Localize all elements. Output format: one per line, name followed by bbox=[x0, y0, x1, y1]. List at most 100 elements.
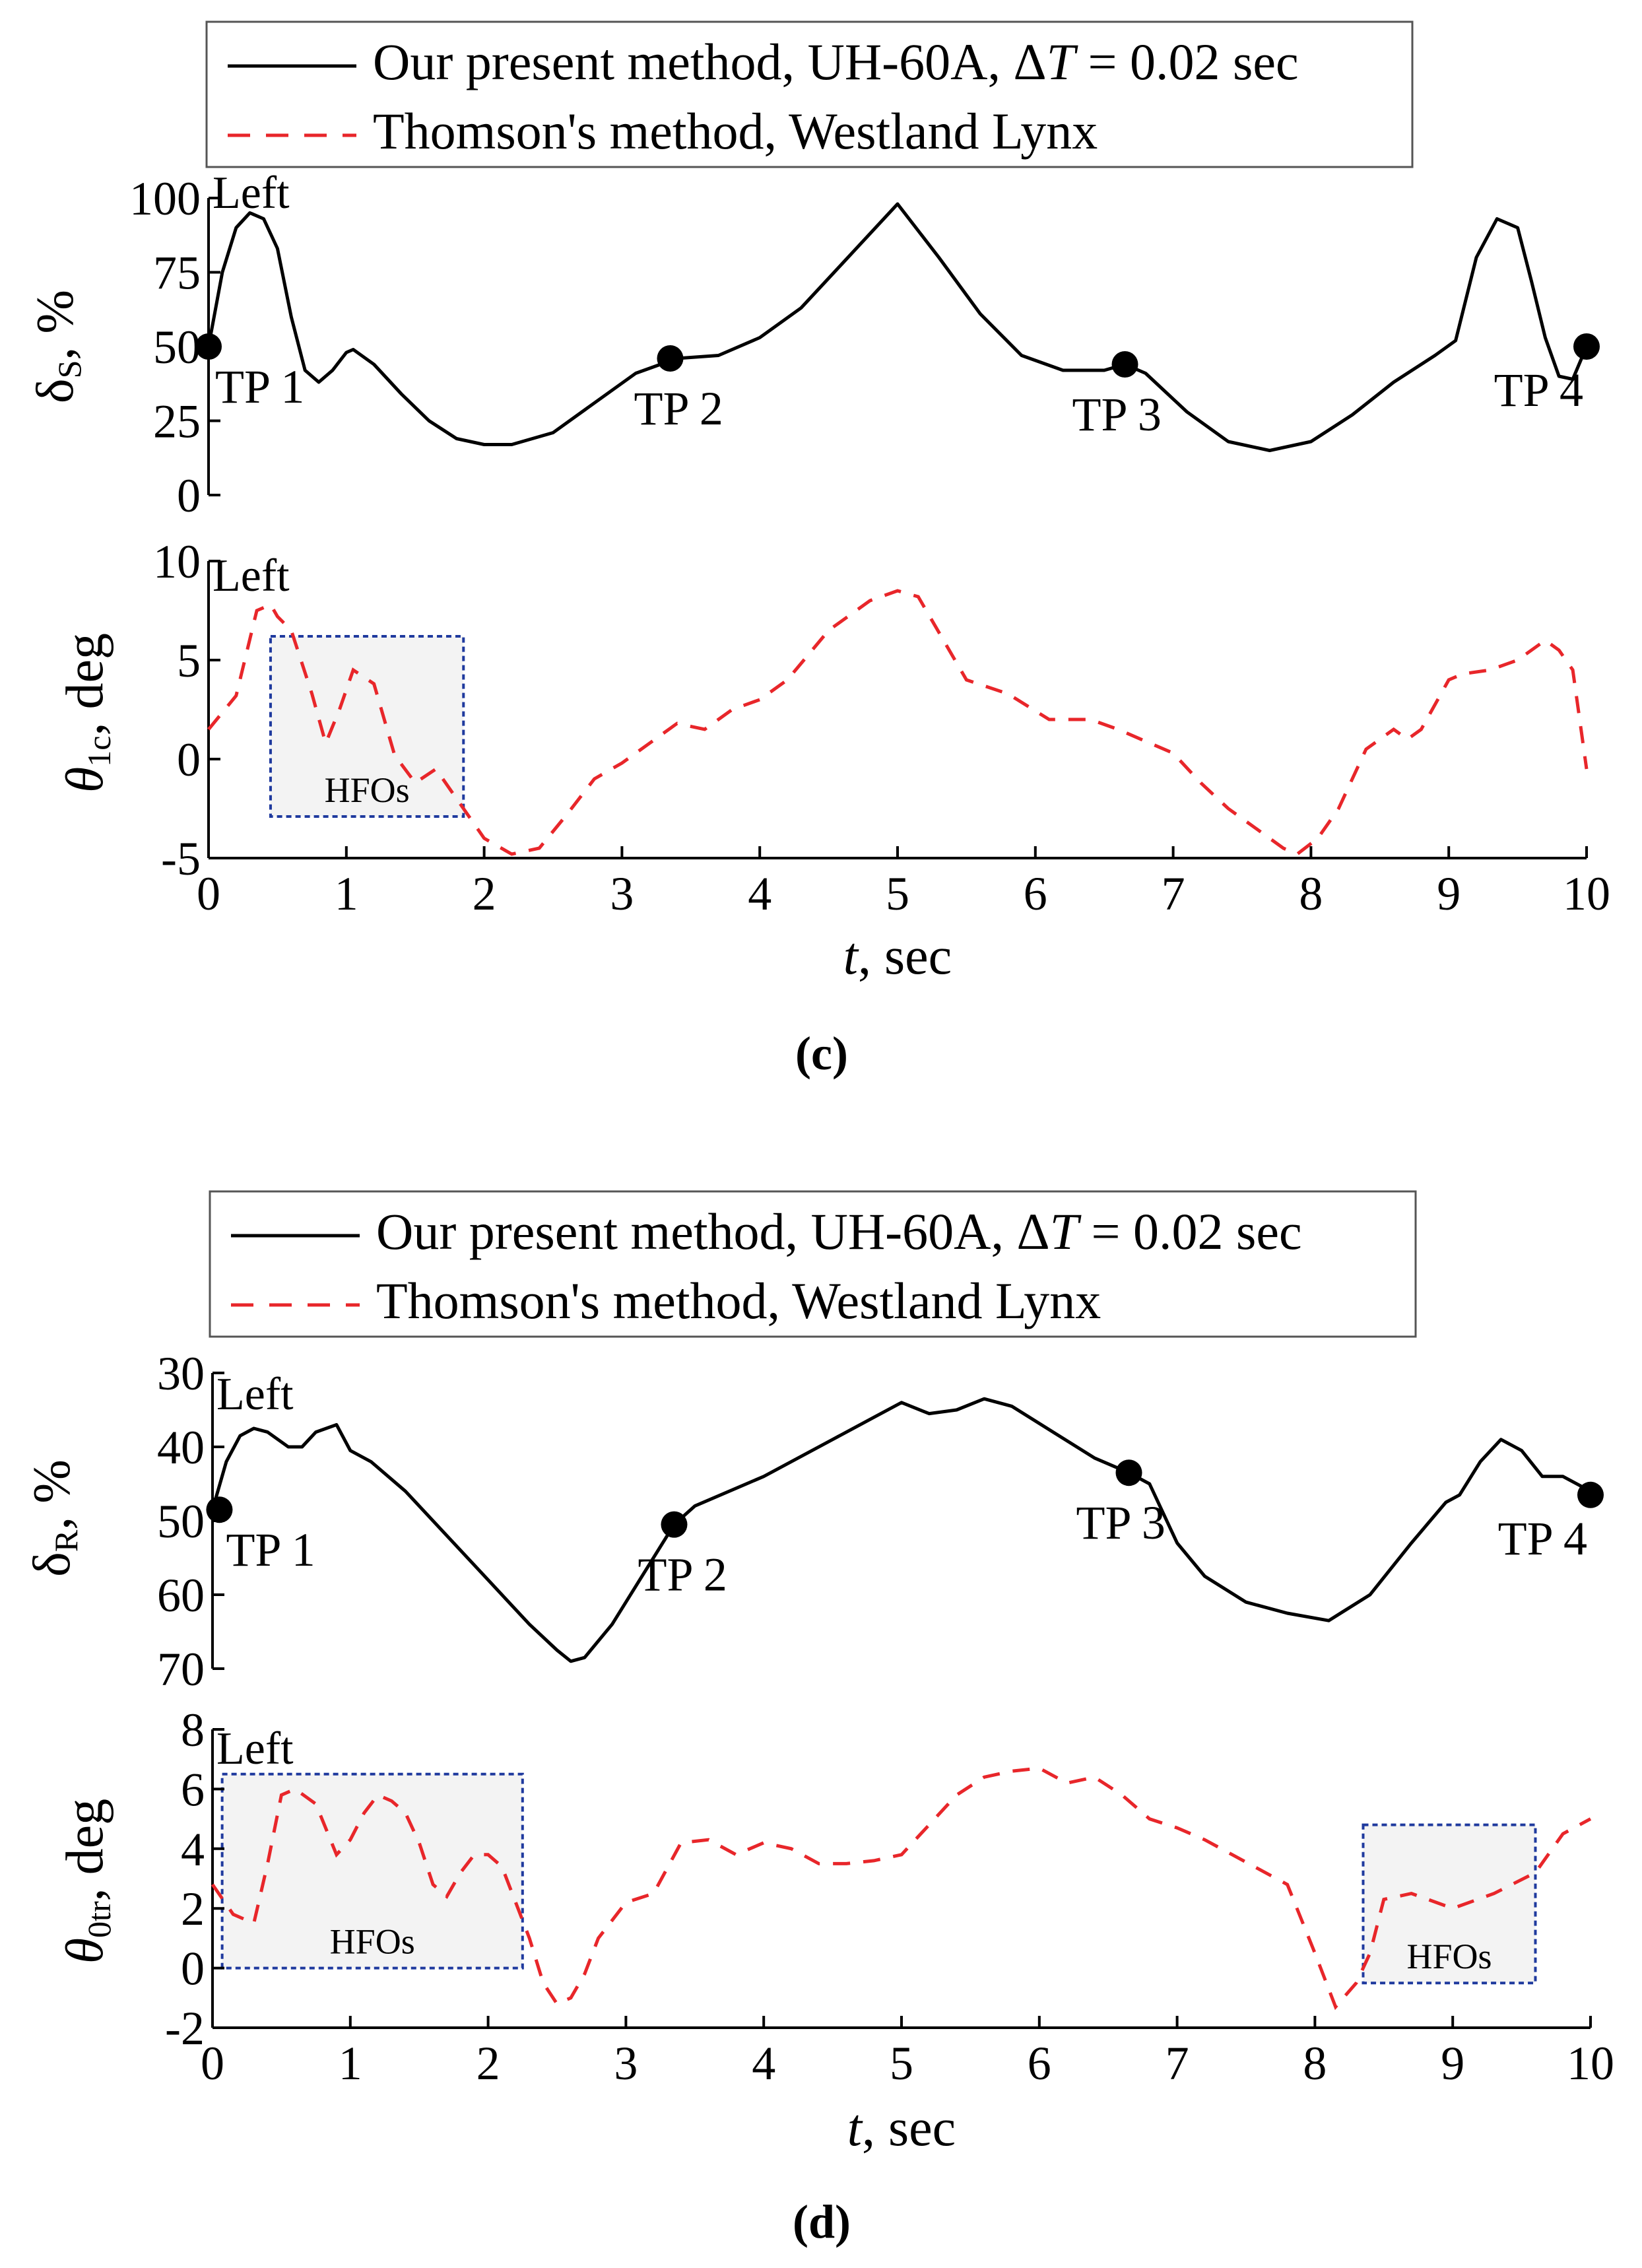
y-tick-label: 25 bbox=[153, 395, 201, 448]
x-axis-label: t, sec bbox=[843, 927, 952, 985]
legend-c: Our present method, UH-60A, ΔT = 0.02 se… bbox=[205, 20, 1414, 168]
legend-entry-thomson: Thomson's method, Westland Lynx bbox=[376, 1272, 1101, 1329]
turning-points: TP 1 TP 2 TP 3 TP 4 bbox=[195, 333, 1600, 441]
x-tick-label: 8 bbox=[1299, 867, 1323, 920]
y-tick-label: -2 bbox=[165, 2002, 205, 2055]
x-tick-label: 8 bbox=[1303, 2037, 1327, 2090]
hfo-box bbox=[1362, 1823, 1537, 1985]
x-tick-label: 5 bbox=[886, 867, 909, 920]
turning-point-marker bbox=[661, 1511, 688, 1538]
x-tick-label: 2 bbox=[473, 867, 496, 920]
turning-point-marker bbox=[1577, 1481, 1604, 1508]
turning-point-label: TP 4 bbox=[1494, 364, 1583, 417]
y-axis-label: δS, % bbox=[26, 290, 88, 403]
x-tick-label: 10 bbox=[1567, 2037, 1614, 2090]
y-ticks: 10 5 0 -5 bbox=[153, 535, 220, 885]
x-tick-label: 2 bbox=[476, 2037, 500, 2090]
turning-point-marker bbox=[1111, 351, 1138, 378]
y-tick-label: 30 bbox=[157, 1347, 205, 1400]
turning-point-label: TP 4 bbox=[1498, 1512, 1587, 1565]
axes-c-top: 100 75 50 25 0 δS, % Left TP 1 TP 2 TP 3 TP 4 bbox=[26, 168, 1600, 522]
y-tick-label: 50 bbox=[157, 1495, 205, 1548]
y-tick-label: 100 bbox=[129, 172, 201, 225]
x-axis-label: t, sec bbox=[847, 2099, 956, 2157]
turning-point-label: TP 3 bbox=[1072, 388, 1162, 441]
x-tick-label: 6 bbox=[1024, 867, 1047, 920]
hfo-label: HFOs bbox=[330, 1922, 415, 1962]
x-tick-label: 6 bbox=[1028, 2037, 1051, 2090]
axes-d-top: 30 40 50 60 70 δR, % Left TP 1 TP 2 TP 3 TP 4 bbox=[23, 1347, 1604, 1696]
turning-point-marker bbox=[195, 333, 222, 360]
annotation-left: Left bbox=[216, 1723, 294, 1774]
x-tick-label: 9 bbox=[1437, 867, 1461, 920]
turning-point-marker bbox=[1573, 333, 1600, 360]
x-tick-label: 3 bbox=[610, 867, 634, 920]
panel-c: Our present method, UH-60A, ΔT = 0.02 se… bbox=[26, 20, 1610, 1080]
legend-d: Our present method, UH-60A, ΔT = 0.02 se… bbox=[209, 1190, 1417, 1338]
y-tick-label: 6 bbox=[181, 1763, 205, 1816]
x-tick-label: 4 bbox=[748, 867, 772, 920]
turning-point-label: TP 1 bbox=[226, 1523, 315, 1576]
y-tick-label: 10 bbox=[153, 535, 201, 588]
y-tick-label: 2 bbox=[181, 1883, 205, 1935]
x-tick-label: 4 bbox=[752, 2037, 775, 2090]
turning-point-marker bbox=[206, 1496, 233, 1523]
x-tick-label: 9 bbox=[1441, 2037, 1464, 2090]
legend-entry-thomson: Thomson's method, Westland Lynx bbox=[373, 102, 1098, 160]
x-tick-label: 1 bbox=[339, 2037, 362, 2090]
y-ticks: 30 40 50 60 70 bbox=[157, 1347, 224, 1696]
x-tick-label: 0 bbox=[197, 867, 220, 920]
y-axis-label: θ1c, deg bbox=[56, 633, 117, 793]
series-present-line bbox=[207, 202, 1589, 452]
y-tick-label: 50 bbox=[153, 321, 201, 374]
x-tick-label: 1 bbox=[335, 867, 358, 920]
turning-point-label: TP 2 bbox=[634, 382, 723, 435]
annotation-left: Left bbox=[213, 168, 290, 218]
series-present-line bbox=[211, 1397, 1592, 1663]
legend-box bbox=[205, 20, 1414, 168]
turning-point-label: TP 2 bbox=[638, 1549, 727, 1601]
turning-points: TP 1 TP 2 TP 3 TP 4 bbox=[206, 1459, 1604, 1601]
y-tick-label: 5 bbox=[177, 634, 201, 687]
x-tick-label: 10 bbox=[1563, 867, 1610, 920]
hfo-label: HFOs bbox=[325, 770, 410, 810]
y-tick-label: 8 bbox=[181, 1704, 205, 1756]
x-tick-label: 5 bbox=[890, 2037, 913, 2090]
hfo-box bbox=[220, 1772, 524, 1970]
turning-point-label: TP 1 bbox=[215, 360, 304, 413]
x-ticks: 0 1 2 3 4 5 6 7 8 9 10 bbox=[197, 846, 1610, 920]
panel-d: Our present method, UH-60A, ΔT = 0.02 se… bbox=[23, 1190, 1614, 2248]
y-tick-label: 0 bbox=[177, 733, 201, 786]
series-thomson-line bbox=[207, 589, 1589, 856]
y-tick-label: 0 bbox=[181, 1943, 205, 1995]
annotation-left: Left bbox=[213, 550, 290, 601]
y-axis-label: θ0tr, deg bbox=[56, 1799, 117, 1964]
x-tick-label: 7 bbox=[1166, 2037, 1189, 2090]
turning-point-marker bbox=[1115, 1459, 1142, 1486]
hfo-label: HFOs bbox=[1406, 1937, 1492, 1976]
y-tick-label: 75 bbox=[153, 247, 201, 300]
y-tick-label: 4 bbox=[181, 1823, 205, 1876]
caption-c: (c) bbox=[795, 1027, 848, 1080]
y-ticks: 100 75 50 25 0 bbox=[129, 172, 220, 522]
caption-d: (d) bbox=[793, 2195, 851, 2248]
y-tick-label: 60 bbox=[157, 1569, 205, 1622]
x-ticks: 0 1 2 3 4 5 6 7 8 9 10 bbox=[201, 2016, 1614, 2090]
annotation-left: Left bbox=[216, 1369, 294, 1420]
legend-entry-present: Our present method, UH-60A, ΔT = 0.02 se… bbox=[373, 33, 1299, 90]
turning-point-label: TP 3 bbox=[1076, 1496, 1166, 1549]
legend-entry-present: Our present method, UH-60A, ΔT = 0.02 se… bbox=[376, 1203, 1302, 1260]
x-tick-label: 0 bbox=[201, 2037, 224, 2090]
x-tick-label: 3 bbox=[614, 2037, 638, 2090]
legend-box bbox=[209, 1190, 1417, 1338]
y-tick-label: 0 bbox=[177, 469, 201, 522]
y-ticks: 8 6 4 2 0 -2 bbox=[165, 1704, 224, 2055]
turning-point-marker bbox=[657, 345, 684, 372]
x-tick-label: 7 bbox=[1162, 867, 1185, 920]
y-tick-label: -5 bbox=[161, 832, 201, 885]
y-axis-label: δR, % bbox=[23, 1459, 84, 1577]
y-tick-label: 70 bbox=[157, 1643, 205, 1696]
